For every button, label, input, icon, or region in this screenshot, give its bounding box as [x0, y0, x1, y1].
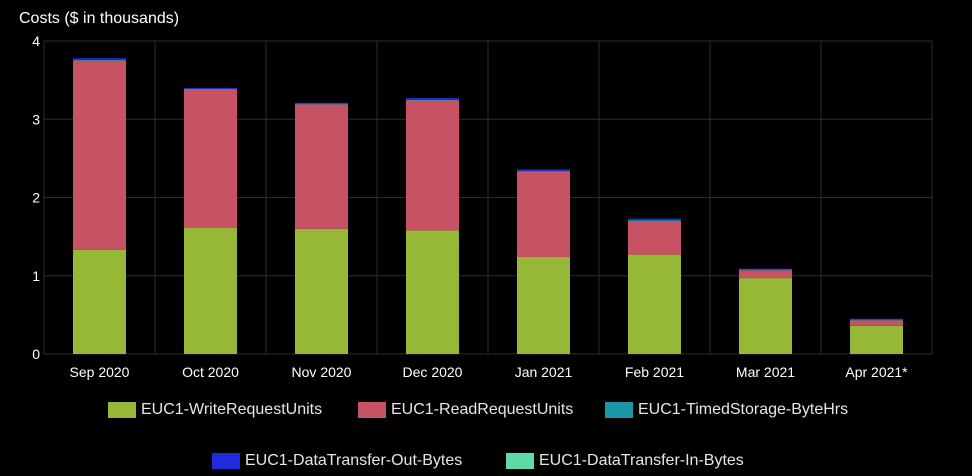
bar-segment[interactable]	[184, 89, 237, 229]
bar-segment[interactable]	[739, 270, 792, 279]
bar-segment[interactable]	[184, 228, 237, 354]
y-tick-label: 4	[32, 33, 40, 49]
legend-swatch	[605, 402, 633, 418]
bar-segment[interactable]	[628, 254, 681, 354]
legend-swatch	[108, 402, 136, 418]
y-tick-label: 1	[32, 268, 40, 284]
legend-swatch	[212, 453, 240, 469]
bar-segment[interactable]	[73, 249, 126, 354]
x-tick-label: Oct 2020	[182, 364, 239, 380]
legend-label: EUC1-DataTransfer-Out-Bytes	[245, 452, 463, 469]
bars	[73, 58, 903, 354]
x-tick-label: Sep 2020	[70, 364, 130, 380]
legend-label: EUC1-DataTransfer-In-Bytes	[539, 452, 744, 469]
legend-label: EUC1-WriteRequestUnits	[141, 401, 323, 418]
bar-segment[interactable]	[517, 256, 570, 354]
bar-segment[interactable]	[628, 220, 681, 255]
legend-item[interactable]: EUC1-WriteRequestUnits	[108, 400, 322, 420]
x-tick-label: Feb 2021	[625, 364, 684, 380]
bar-segment[interactable]	[517, 170, 570, 172]
y-axis-ticks: 0 1 2 3 4	[32, 33, 40, 362]
bar-segment[interactable]	[406, 99, 459, 101]
legend-label: EUC1-TimedStorage-ByteHrs	[638, 401, 849, 418]
bar-segment[interactable]	[739, 278, 792, 354]
grid-lines	[43, 40, 933, 355]
legend-item[interactable]: EUC1-DataTransfer-In-Bytes	[506, 451, 744, 471]
bar-segment[interactable]	[850, 319, 903, 321]
bar-segment[interactable]	[628, 218, 681, 221]
bar-segment[interactable]	[739, 268, 792, 270]
legend-item[interactable]: EUC1-DataTransfer-Out-Bytes	[212, 451, 462, 471]
bar-segment[interactable]	[73, 58, 126, 60]
y-tick-label: 3	[32, 111, 40, 127]
legend-swatch	[358, 402, 386, 418]
x-tick-label: Mar 2021	[736, 364, 795, 380]
y-tick-label: 2	[32, 190, 40, 206]
bar-segment[interactable]	[739, 269, 792, 271]
bar-segment[interactable]	[295, 228, 348, 354]
bar-segment[interactable]	[295, 104, 348, 229]
bar-segment[interactable]	[850, 318, 903, 320]
bar-segment[interactable]	[406, 230, 459, 354]
bar-segment[interactable]	[73, 60, 126, 250]
legend-item[interactable]: EUC1-ReadRequestUnits	[358, 400, 573, 420]
bar-segment[interactable]	[73, 59, 126, 61]
bar-segment[interactable]	[406, 100, 459, 231]
bar-segment[interactable]	[517, 171, 570, 257]
bar-segment[interactable]	[406, 98, 459, 100]
x-tick-label: Nov 2020	[292, 364, 352, 380]
y-tick-label: 0	[32, 346, 40, 362]
legend-swatch	[506, 453, 534, 469]
chart-title: Costs ($ in thousands)	[19, 10, 179, 27]
x-axis-ticks: Sep 2020 Oct 2020 Nov 2020 Dec 2020 Jan 2021…	[70, 364, 909, 380]
bar-segment[interactable]	[184, 88, 237, 90]
x-tick-label: Jan 2021	[515, 364, 573, 380]
bar-segment[interactable]	[295, 102, 348, 104]
bar-segment[interactable]	[850, 325, 903, 354]
bar-segment[interactable]	[628, 220, 681, 221]
bar-segment[interactable]	[517, 169, 570, 171]
legend-label: EUC1-ReadRequestUnits	[391, 401, 574, 418]
legend-item[interactable]: EUC1-TimedStorage-ByteHrs	[605, 400, 848, 420]
x-tick-label: Apr 2021*	[845, 364, 908, 380]
bar-segment[interactable]	[295, 103, 348, 105]
bar-segment[interactable]	[850, 320, 903, 326]
x-tick-label: Dec 2020	[403, 364, 463, 380]
bar-segment[interactable]	[184, 87, 237, 89]
